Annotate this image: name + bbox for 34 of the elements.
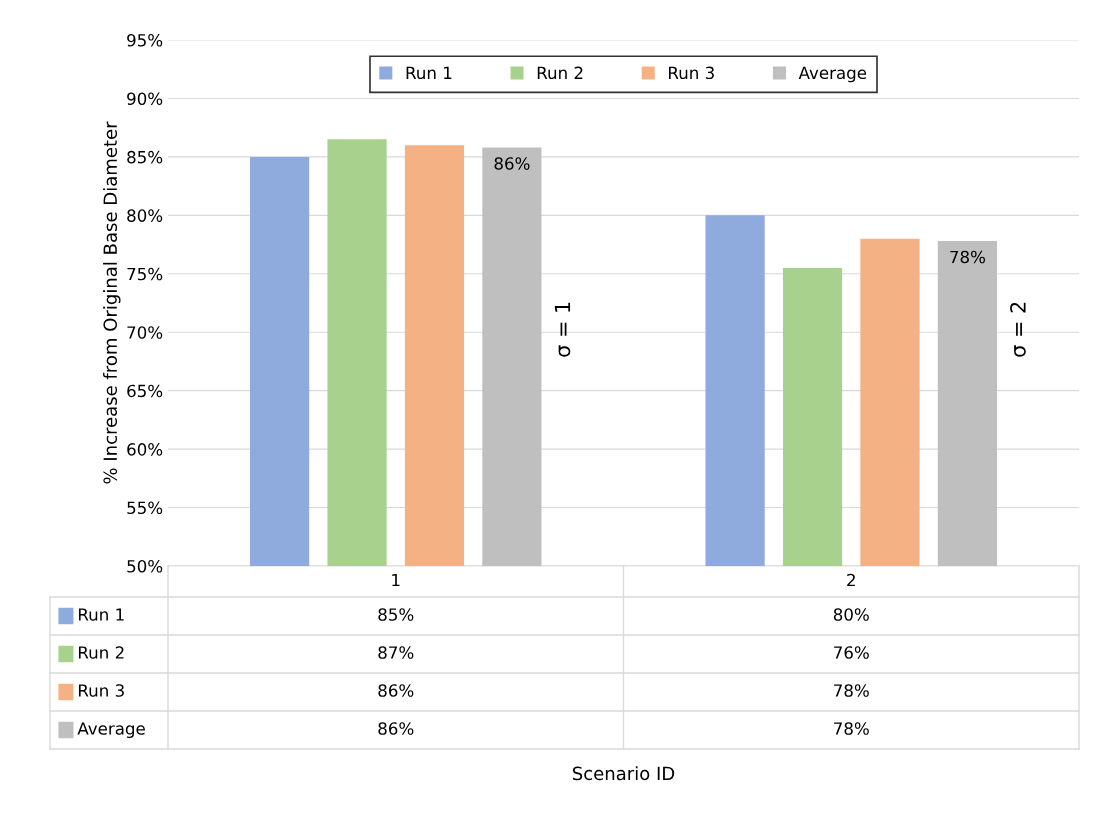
text: Run 2 bbox=[78, 646, 124, 659]
y-tick-label: 75% bbox=[127, 267, 163, 281]
data-label: 86% bbox=[378, 684, 414, 697]
y-axis-title: % Increase from Original Base Diameter bbox=[103, 121, 121, 484]
y-tick-label: 95% bbox=[127, 33, 163, 47]
text: Run 1 bbox=[78, 608, 124, 621]
data-label: 76% bbox=[834, 646, 869, 659]
x-tick-label: 2 bbox=[847, 573, 855, 587]
y-tick-label: 55% bbox=[127, 501, 163, 515]
y-tick-label: 85% bbox=[127, 150, 163, 164]
y-tick-label: 60% bbox=[127, 443, 163, 456]
legend-label: Average bbox=[798, 66, 867, 83]
legend-label: Run 3 bbox=[669, 66, 714, 80]
legend-label: Run 2 bbox=[537, 66, 583, 80]
annotation: σ = 2 bbox=[1010, 302, 1026, 357]
data-label: 87% bbox=[378, 646, 414, 659]
annotation: 86% bbox=[494, 157, 530, 170]
y-tick-label: 65% bbox=[127, 384, 163, 398]
x-tick-label: 1 bbox=[392, 573, 400, 587]
data-label: 86% bbox=[378, 722, 414, 735]
y-tick-label: 80% bbox=[127, 209, 163, 222]
text: Run 3 bbox=[78, 684, 124, 697]
annotation: σ = 1 bbox=[554, 302, 571, 357]
text: Average bbox=[77, 722, 145, 739]
data-label: 78% bbox=[834, 684, 869, 697]
annotation: 78% bbox=[950, 250, 985, 264]
y-tick-label: 50% bbox=[127, 559, 163, 573]
data-label: 78% bbox=[834, 722, 869, 735]
y-tick-label: 70% bbox=[127, 326, 163, 339]
data-label: 80% bbox=[833, 608, 869, 621]
data-label: 85% bbox=[378, 608, 414, 621]
text: Scenario ID bbox=[572, 766, 675, 781]
legend-label: Run 1 bbox=[406, 66, 452, 80]
y-tick-label: 90% bbox=[127, 92, 163, 106]
